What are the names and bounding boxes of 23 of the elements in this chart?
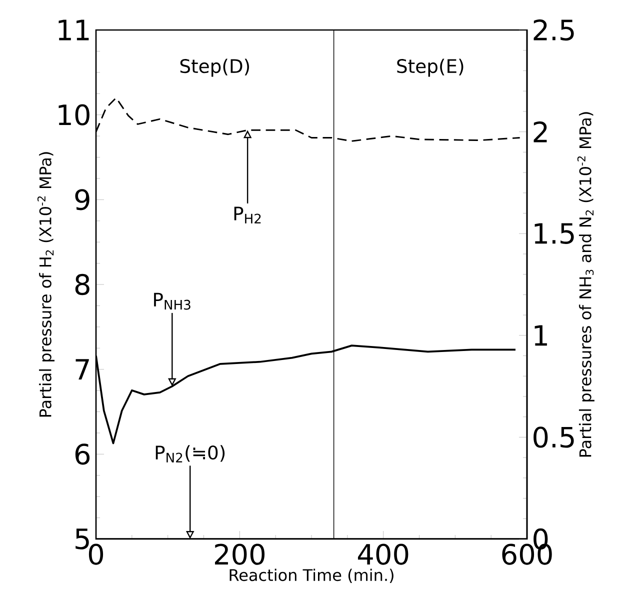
x-tick-label: 400 [358, 544, 408, 565]
x-tick-label: 0 [88, 544, 104, 565]
annotation: P$_{H2}$ [234, 206, 261, 224]
y-tick-label: 6 [75, 444, 90, 465]
annotation: P$_{N2}$(≒0) [156, 445, 225, 462]
y2-tick-label: 2.5 [534, 19, 574, 41]
y-axis-title: Partial pressure of H$_{2}$ (X10$^{-2}$ MPa) [37, 152, 55, 417]
y-tick-label: 11 [58, 20, 89, 40]
y2-tick-label: 0.5 [534, 426, 574, 448]
x-axis-title: Reaction Time (min.) [230, 568, 394, 583]
x-tick-label: 200 [214, 544, 265, 565]
y2-tick-label: 2 [534, 121, 547, 142]
y-tick-label: 9 [75, 189, 90, 210]
y-tick-label: 7 [76, 359, 89, 380]
y-tick-label: 8 [75, 274, 90, 296]
y-tick-label: 10 [58, 104, 90, 126]
annotation: Step(D) [180, 58, 250, 77]
y-tick-label: 5 [76, 528, 89, 550]
annotation: P$_{NH3}$ [154, 292, 190, 310]
y2-tick-label: 1.5 [534, 223, 574, 244]
annotation: Step(E) [397, 58, 464, 77]
y2-tick-label: 1 [534, 325, 547, 346]
y2-axis-title: Partial pressures of NH$_{3}$ and N$_{2}$ (X10$^{-2}$ MPa) [577, 112, 594, 457]
